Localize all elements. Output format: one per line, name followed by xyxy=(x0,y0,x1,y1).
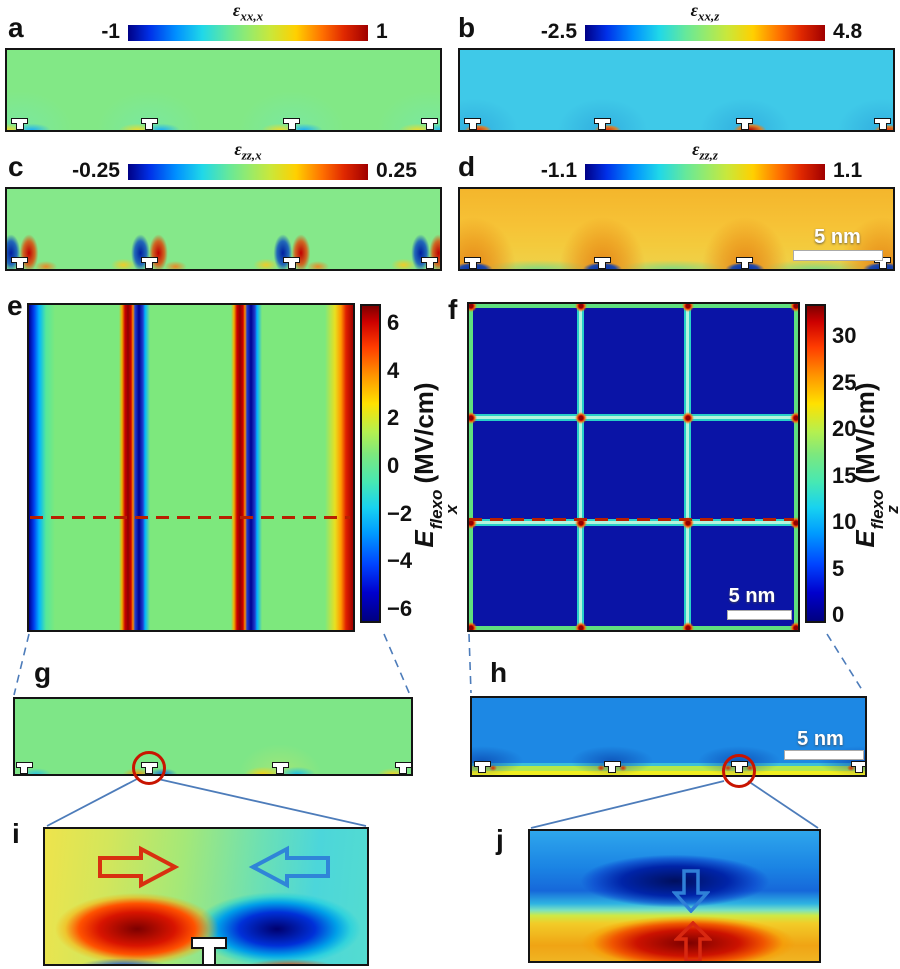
tick: −4 xyxy=(387,548,413,574)
field-arrow-right-icon xyxy=(98,845,180,889)
field-arrow-up-icon xyxy=(674,921,712,961)
panel-d-colorbar-max: 1.1 xyxy=(833,159,863,182)
panel-g-label: g xyxy=(34,657,52,688)
tick: 2 xyxy=(387,405,400,431)
tick: 20 xyxy=(832,416,857,441)
dislocation-marker xyxy=(593,257,611,269)
panel-d-scalebar-label: 5 nm xyxy=(814,226,861,248)
panel-i-label: i xyxy=(12,818,20,849)
panel-h-scalebar xyxy=(784,750,864,760)
tick: 25 xyxy=(832,369,857,395)
dislocation-marker xyxy=(421,118,439,130)
panel-c-colorbar-min: -0.25 xyxy=(72,159,120,182)
dislocation-marker xyxy=(464,257,482,269)
highlight-circle-h xyxy=(722,754,756,788)
panel-f-label: f xyxy=(448,294,458,325)
panel-e-colorbar-ticks: 6 4 2 0 −2 −4 −6 xyxy=(387,310,412,622)
panel-f-axis-label: Eflexoz(MV/cm) xyxy=(850,382,900,548)
dislocation-marker xyxy=(271,762,289,774)
panel-b-colorbar-min: -2.5 xyxy=(540,20,577,43)
panel-d-label: d xyxy=(458,151,476,182)
panel-b-colorbar-title: εxx,z xyxy=(690,0,720,24)
highlight-circle-g xyxy=(132,751,166,785)
dislocation-marker xyxy=(283,257,301,269)
panel-f-colorbar xyxy=(805,304,826,623)
tick: 5 xyxy=(832,555,845,581)
dislocation-marker xyxy=(473,761,491,773)
panel-f-scalebar xyxy=(727,610,792,620)
dislocation-marker xyxy=(464,118,482,130)
panel-d-colorbar-title: εzz,z xyxy=(692,139,718,163)
panel-a-colorbar-min: -1 xyxy=(101,20,120,43)
panel-d-scalebar xyxy=(793,250,883,261)
panel-e-colorbar xyxy=(360,304,381,623)
tick: −2 xyxy=(387,500,413,526)
tick: 0 xyxy=(832,602,845,627)
panel-a-colorbar-title: εxx,x xyxy=(232,0,264,24)
tick: 0 xyxy=(387,452,400,478)
strain-map-zz-z xyxy=(458,187,895,271)
cross-section-map-ex xyxy=(13,697,413,776)
strain-map-xx-x xyxy=(5,48,442,132)
field-arrow-down-icon xyxy=(672,869,710,913)
panel-h-scalebar-label: 5 nm xyxy=(797,728,844,750)
panel-b-label: b xyxy=(458,12,476,43)
dislocation-marker xyxy=(140,257,158,269)
panel-a-label: a xyxy=(8,12,24,43)
dislocation-marker xyxy=(15,762,33,774)
inset-zoom-ex xyxy=(43,827,369,966)
tick: −6 xyxy=(387,595,413,621)
line-cut-dashed-line xyxy=(30,516,350,519)
tick: 6 xyxy=(387,310,400,335)
inset-zoom-ez xyxy=(528,829,821,963)
panel-c-colorbar-title: εzz,x xyxy=(234,139,262,163)
dislocation-marker xyxy=(11,118,29,130)
dislocation-marker xyxy=(421,257,439,269)
dislocation-marker xyxy=(140,118,158,130)
tick: 30 xyxy=(832,323,857,348)
strain-map-xx-z xyxy=(458,48,895,132)
panel-a-colorbar-max: 1 xyxy=(376,20,388,43)
line-cut-dashed-line xyxy=(469,518,794,521)
panel-b-colorbar xyxy=(585,25,825,41)
panel-b-colorbar-max: 4.8 xyxy=(833,20,863,43)
dislocation-marker xyxy=(850,761,865,773)
flexo-field-map-ez xyxy=(467,302,800,632)
panel-j-label: j xyxy=(496,824,504,855)
panel-d-colorbar xyxy=(585,164,825,180)
strain-map-zz-x xyxy=(5,187,442,271)
flexo-field-map-ex xyxy=(27,303,355,632)
tick: 10 xyxy=(832,509,857,534)
dislocation-marker xyxy=(736,118,754,130)
panel-c-colorbar xyxy=(128,164,368,180)
dislocation-marker xyxy=(394,762,411,774)
panel-e-label: e xyxy=(7,290,23,321)
panel-h-label: h xyxy=(490,657,508,688)
dislocation-marker xyxy=(874,118,892,130)
dislocation-marker-large xyxy=(189,937,229,964)
field-arrow-left-icon xyxy=(248,845,330,889)
cross-section-map-ez xyxy=(470,696,867,777)
dislocation-marker xyxy=(593,118,611,130)
dislocation-marker xyxy=(603,761,621,773)
dislocation-marker xyxy=(283,118,301,130)
dislocation-marker xyxy=(736,257,754,269)
panel-a-colorbar xyxy=(128,25,368,41)
dislocation-marker xyxy=(11,257,29,269)
tick: 4 xyxy=(387,357,400,383)
tick: 15 xyxy=(832,462,857,488)
panel-c-colorbar-max: 0.25 xyxy=(376,159,417,182)
panel-f-scalebar-label: 5 nm xyxy=(728,585,776,607)
panel-f-colorbar-ticks: 30 25 20 15 10 5 0 xyxy=(832,323,856,628)
panel-d-colorbar-min: -1.1 xyxy=(540,159,577,182)
panel-c-label: c xyxy=(8,151,24,182)
